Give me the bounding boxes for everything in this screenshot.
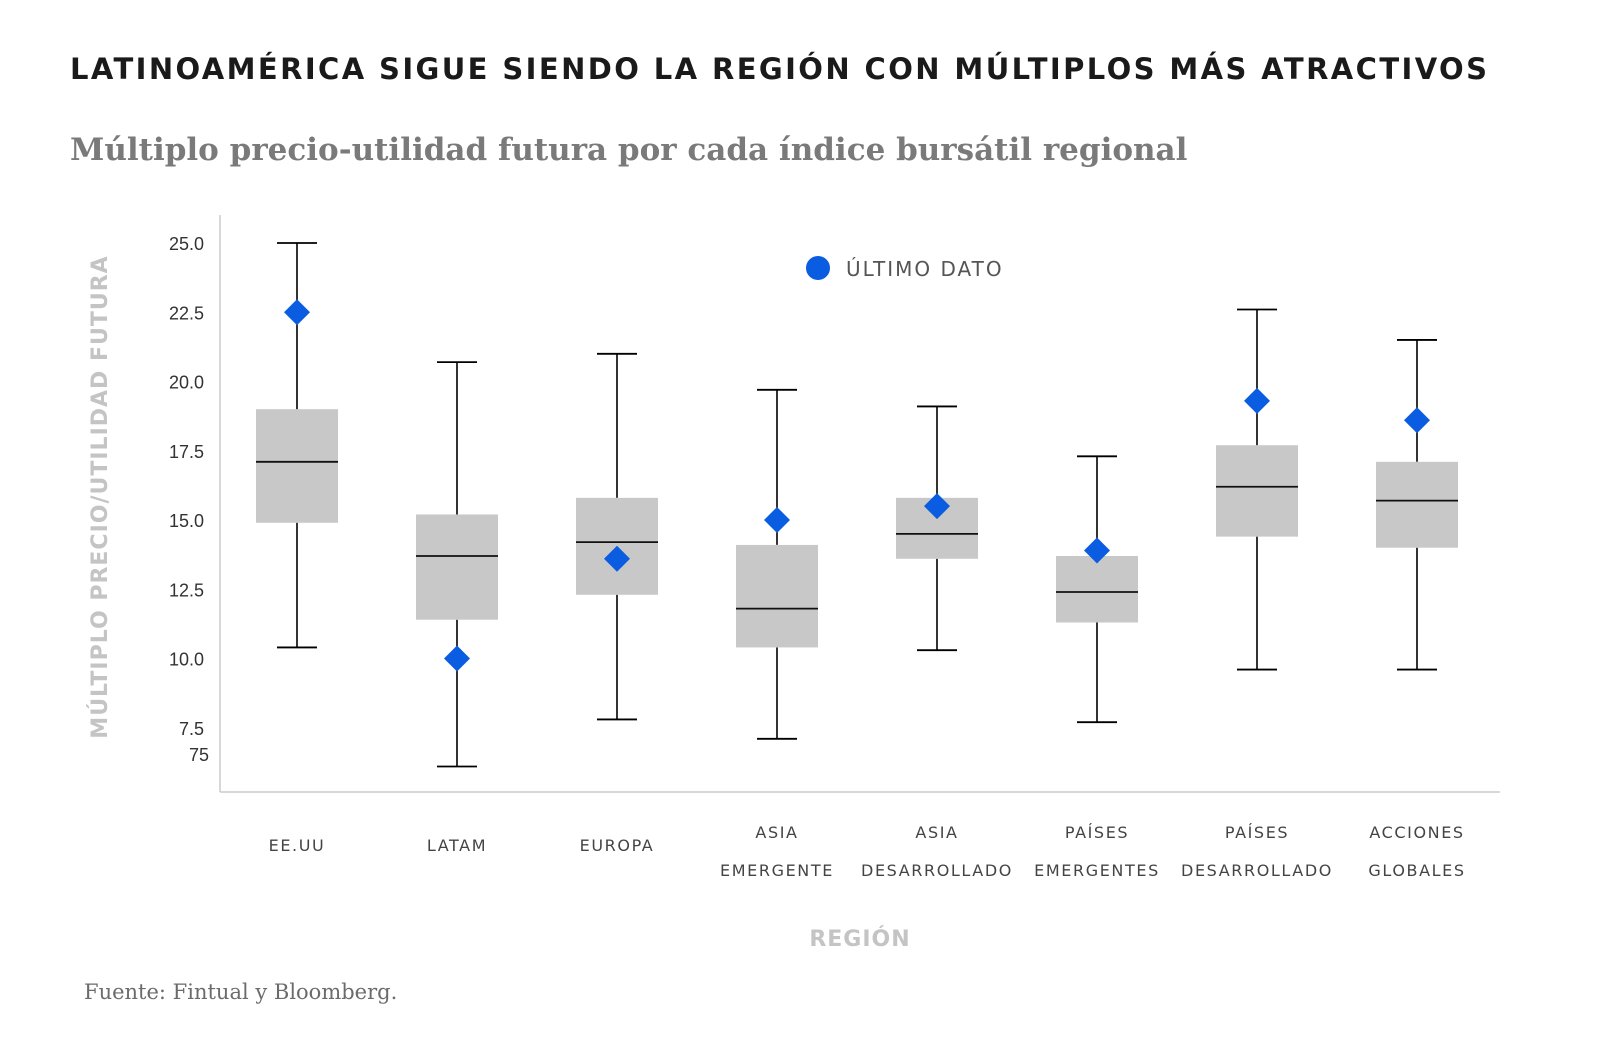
x-category-label: DESARROLLADO <box>1181 861 1333 880</box>
x-category-label: EUROPA <box>580 836 655 855</box>
latest-data-marker <box>764 507 790 533</box>
x-category-label: GLOBALES <box>1368 861 1465 880</box>
iqr-box <box>736 544 818 648</box>
source-note: Fuente: Fintual y Bloomberg. <box>84 980 398 1004</box>
x-category-label: EMERGENTES <box>1034 861 1160 880</box>
y-tick-label: 20.0 <box>169 373 204 393</box>
y-tick-label: 22.5 <box>169 303 204 323</box>
latest-data-marker <box>1084 537 1110 564</box>
iqr-box <box>416 514 498 620</box>
box-plot-item <box>576 352 658 721</box>
y-tick-label: 25.0 <box>169 234 204 254</box>
legend-marker-icon <box>806 256 830 280</box>
box-plot-item <box>416 361 498 768</box>
x-category-label: ASIA <box>755 823 798 842</box>
box-plot-item <box>1376 339 1458 671</box>
y-tick-label: 12.5 <box>169 580 204 600</box>
x-category-labels: EE.UU LATAM EUROPA ASIA EMERGENTE ASIA DESARRO… <box>269 823 1465 880</box>
y-tick-label: 17.5 <box>169 442 204 462</box>
iqr-box <box>1056 556 1138 623</box>
latest-data-marker <box>284 299 310 326</box>
x-category-label: DESARROLLADO <box>861 861 1013 880</box>
box-series <box>256 242 1458 768</box>
y-ticks: 25.0 22.5 20.0 17.5 15.0 12.5 10.0 7.5 75 <box>169 234 209 765</box>
box-plot-item <box>736 388 818 740</box>
latest-data-marker <box>604 545 630 572</box>
x-category-label: ASIA <box>915 823 958 842</box>
chart-title: LATINOAMÉRICA SIGUE SIENDO LA REGIÓN CON… <box>70 52 1490 86</box>
box-plot-item <box>1056 455 1138 724</box>
x-category-label: PAÍSES <box>1065 823 1129 842</box>
x-category-label: ACCIONES <box>1369 823 1464 842</box>
x-category-label: PAÍSES <box>1225 823 1289 842</box>
x-category-label: LATAM <box>427 836 487 855</box>
x-category-label: EE.UU <box>269 836 326 855</box>
x-category-label: EMERGENTE <box>720 861 834 880</box>
iqr-box <box>1376 461 1458 548</box>
legend: ÚLTIMO DATO <box>806 256 1004 281</box>
y-axis-title: MÚLTIPLO PRECIO/UTILIDAD FUTURA <box>87 255 113 738</box>
iqr-box <box>1216 445 1298 537</box>
latest-data-marker <box>444 645 470 672</box>
y-tick-label: 10.0 <box>169 650 204 670</box>
box-plot-item <box>896 405 978 652</box>
legend-label: ÚLTIMO DATO <box>846 257 1004 281</box>
y-tick-label: 7.5 <box>179 719 204 739</box>
latest-data-marker <box>924 493 950 520</box>
x-axis-title: REGIÓN <box>809 926 910 952</box>
y-tick-label: 15.0 <box>169 511 204 531</box>
latest-data-marker <box>1244 387 1270 414</box>
axes <box>219 215 1500 793</box>
iqr-box <box>256 409 338 523</box>
box-plot-item <box>1216 308 1298 671</box>
box-plot-item <box>256 242 338 649</box>
chart-subtitle: Múltiplo precio-utilidad futura por cada… <box>70 132 1188 168</box>
y-tick-label: 75 <box>189 745 209 765</box>
latest-data-marker <box>1404 407 1430 434</box>
